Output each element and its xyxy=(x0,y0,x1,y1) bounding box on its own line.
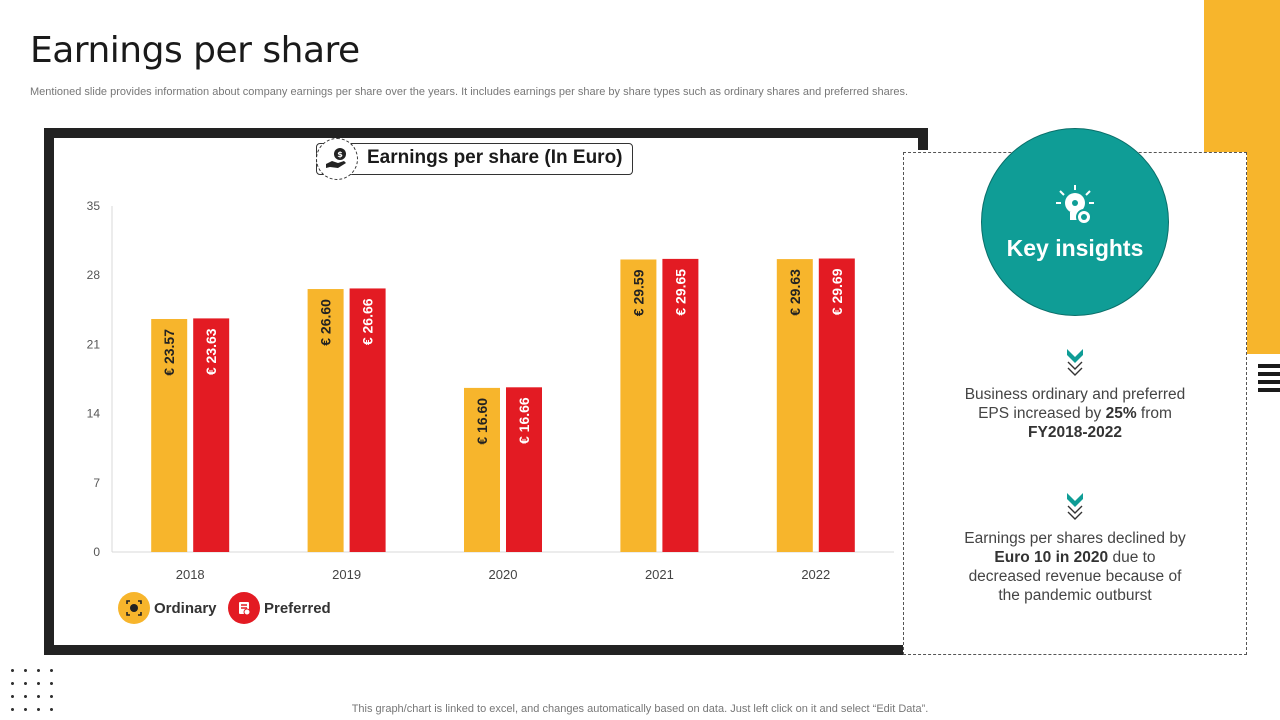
bar-ordinary-2018 xyxy=(151,318,188,552)
bar-ordinary-2019 xyxy=(307,289,344,552)
svg-text:$: $ xyxy=(337,150,343,159)
x-tick-label: 2022 xyxy=(801,567,830,582)
x-tick-label: 2018 xyxy=(176,567,205,582)
chart-title: Earnings per share (In Euro) xyxy=(367,147,623,168)
insight-1: Business ordinary and preferred EPS incr… xyxy=(964,386,1186,441)
y-tick-label: 7 xyxy=(93,476,100,490)
lightbulb-gear-icon xyxy=(1056,184,1094,225)
data-label-ordinary-2022: € 29.63 xyxy=(787,269,803,316)
bar-preferred-2020 xyxy=(506,387,542,552)
page-title: Earnings per share xyxy=(30,30,360,71)
chevron-down-icon xyxy=(1067,493,1083,520)
y-tick-label: 35 xyxy=(87,199,101,213)
data-label-preferred-2018: € 23.63 xyxy=(203,328,219,375)
chevron-down-icon xyxy=(1067,349,1083,376)
money-hand-icon: $ xyxy=(316,138,358,180)
x-tick-label: 2020 xyxy=(489,567,518,582)
preferred-share-icon xyxy=(228,592,260,624)
bar-ordinary-2022 xyxy=(776,259,813,552)
legend-preferred: Preferred xyxy=(228,592,331,624)
data-label-ordinary-2020: € 16.60 xyxy=(474,398,490,445)
key-insights-badge: Key insights xyxy=(981,128,1169,316)
data-label-ordinary-2018: € 23.57 xyxy=(161,329,177,376)
key-insights-title: Key insights xyxy=(1006,234,1144,261)
bar-ordinary-2021 xyxy=(620,259,657,552)
y-tick-label: 0 xyxy=(93,545,100,559)
page-subtitle: Mentioned slide provides information abo… xyxy=(30,86,909,98)
bar-preferred-2021 xyxy=(662,258,699,552)
menu-icon[interactable] xyxy=(1258,364,1280,396)
legend-ordinary-label: Ordinary xyxy=(154,599,217,617)
data-label-ordinary-2021: € 29.59 xyxy=(630,269,646,316)
bar-preferred-2019 xyxy=(349,288,386,552)
x-tick-label: 2019 xyxy=(332,567,361,582)
data-label-preferred-2019: € 26.66 xyxy=(360,298,376,345)
bar-preferred-2018 xyxy=(193,318,230,552)
legend-preferred-label: Preferred xyxy=(264,599,331,617)
bar-ordinary-2020 xyxy=(464,387,500,552)
data-label-preferred-2022: € 29.69 xyxy=(829,268,845,315)
y-tick-label: 21 xyxy=(87,337,101,351)
y-tick-label: 14 xyxy=(87,407,101,421)
decorative-dots xyxy=(6,664,60,718)
legend-ordinary: Ordinary xyxy=(118,592,217,624)
x-tick-label: 2021 xyxy=(645,567,674,582)
y-tick-label: 28 xyxy=(87,268,101,282)
data-label-ordinary-2019: € 26.60 xyxy=(318,299,334,346)
ordinary-share-icon xyxy=(118,592,150,624)
data-label-preferred-2020: € 16.66 xyxy=(516,397,532,444)
bar-preferred-2022 xyxy=(818,258,855,552)
insight-2: Earnings per shares declined by Euro 10 … xyxy=(964,530,1186,604)
data-label-preferred-2021: € 29.65 xyxy=(672,269,688,316)
footnote: This graph/chart is linked to excel, and… xyxy=(351,703,929,715)
